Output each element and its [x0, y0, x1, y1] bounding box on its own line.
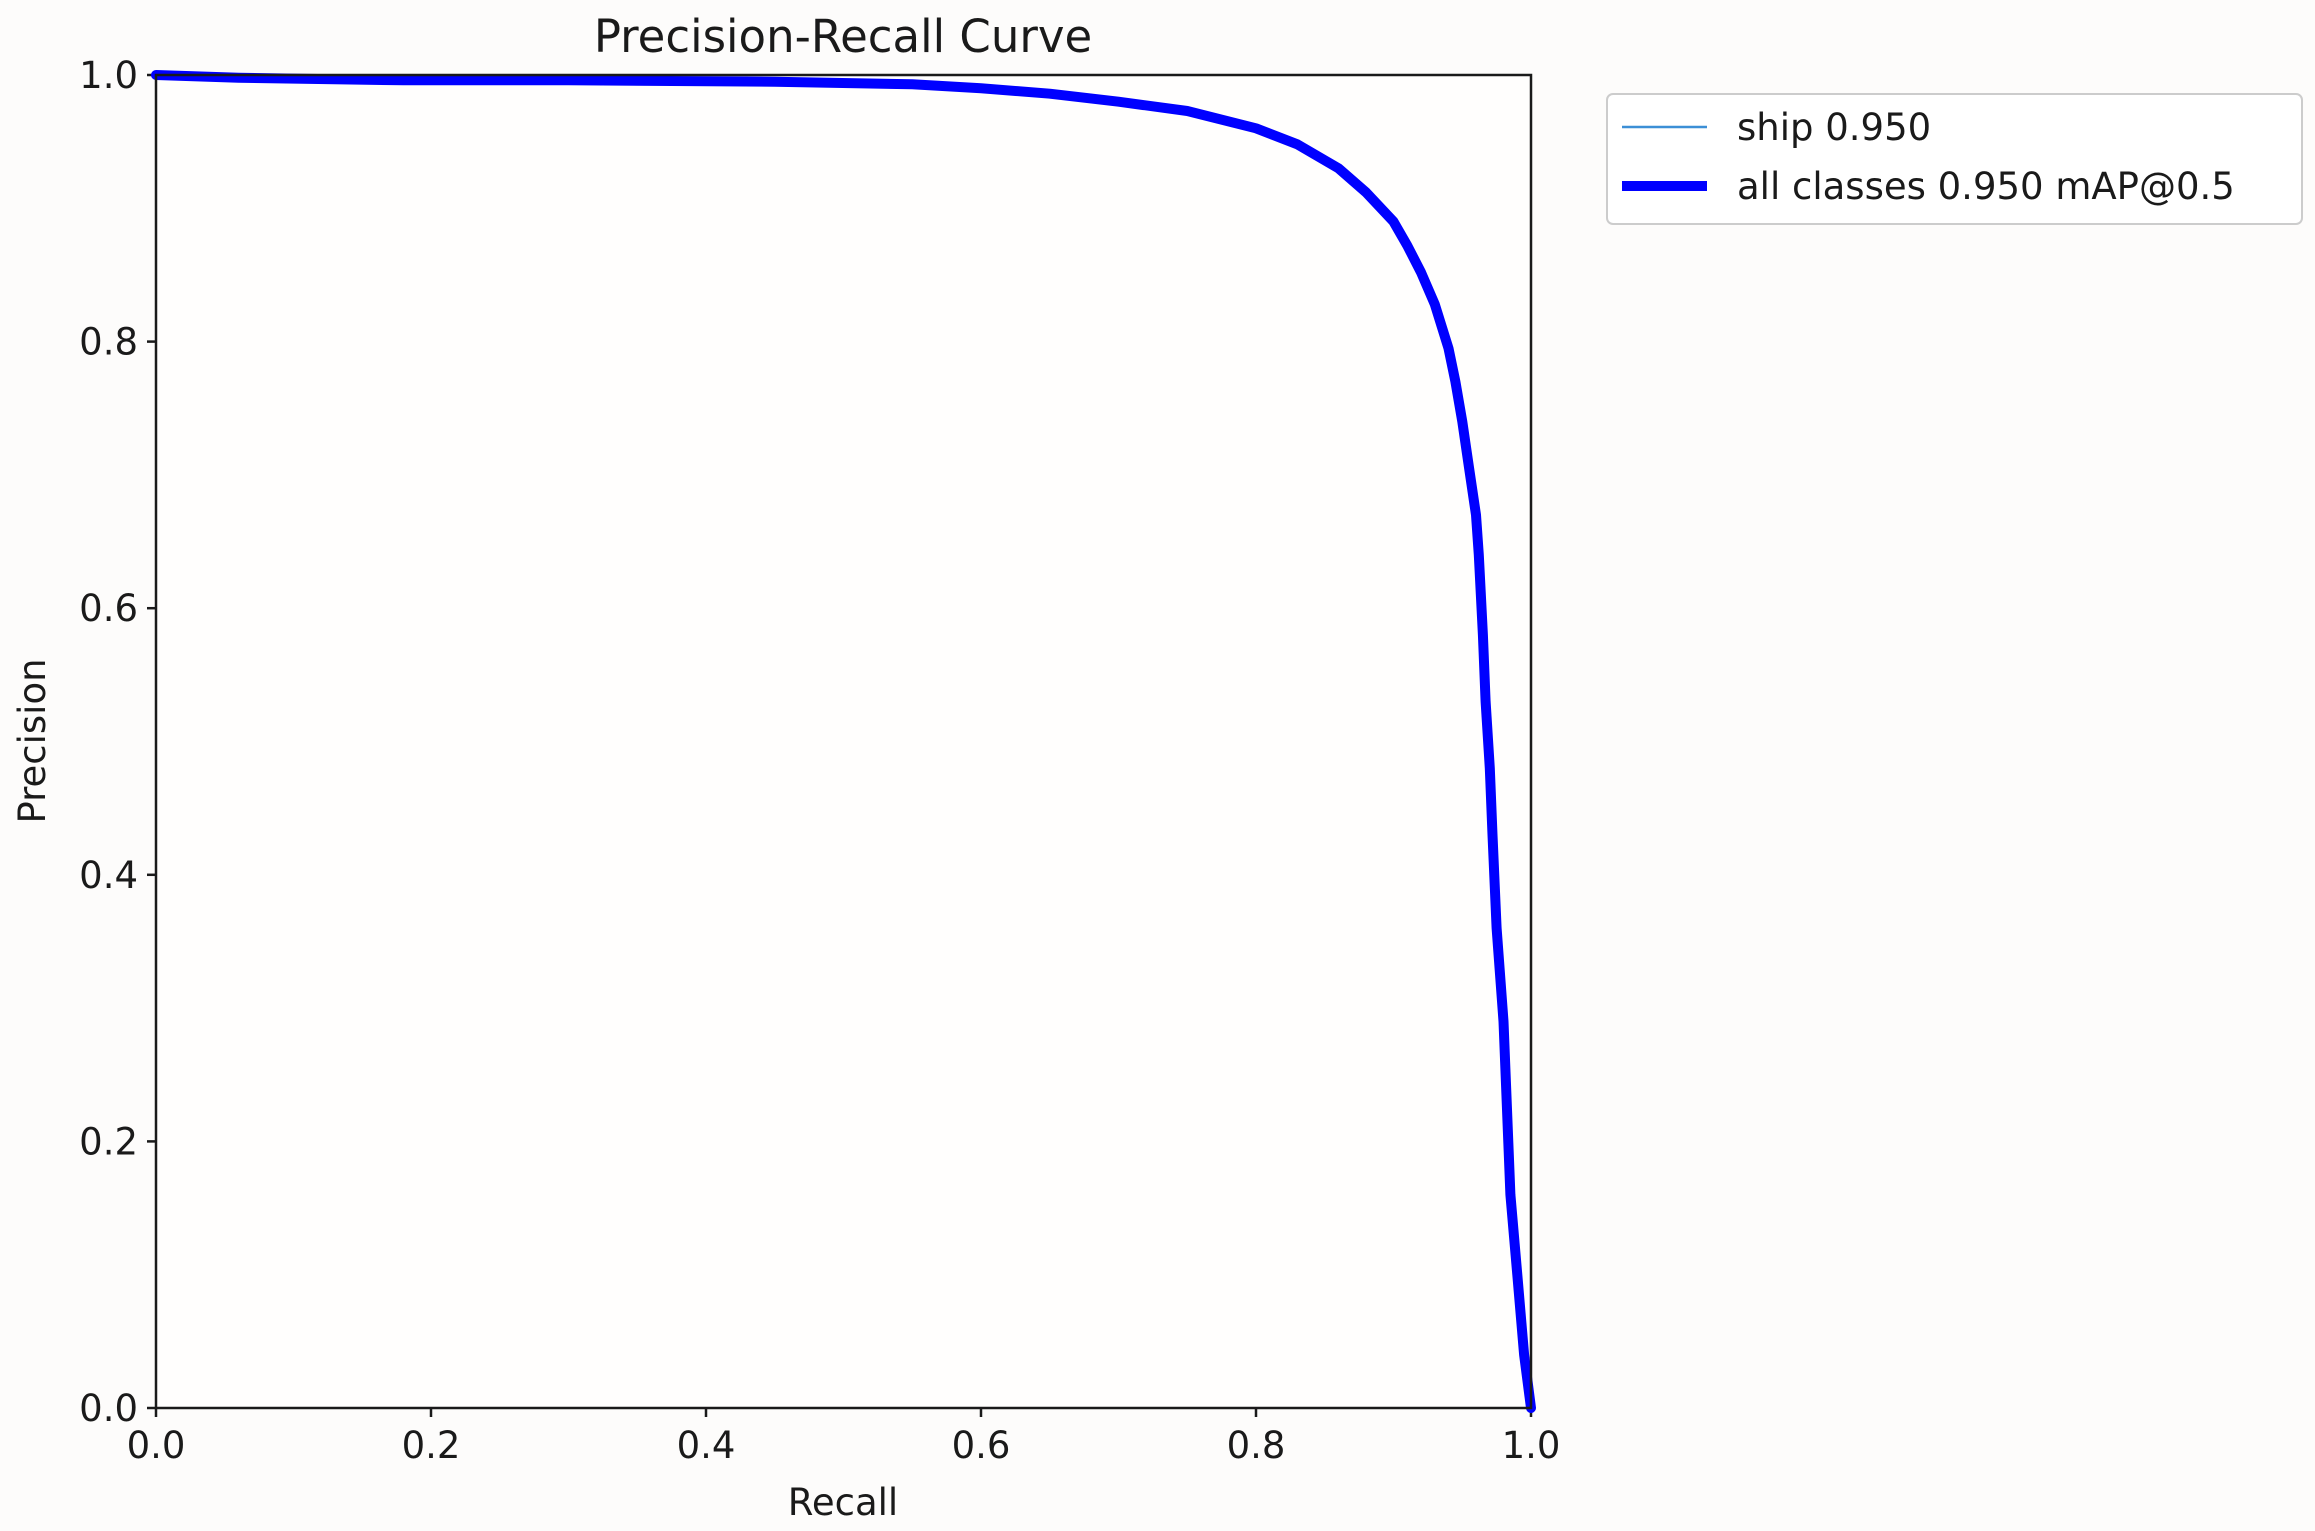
- y-axis-ticks: 0.0 0.2 0.4 0.6 0.8 1.0: [79, 54, 156, 1430]
- y-tick-label: 1.0: [79, 54, 138, 97]
- x-axis-title: Recall: [788, 1481, 898, 1524]
- x-tick-label: 0.4: [677, 1424, 736, 1467]
- plot-area: [156, 75, 1531, 1408]
- y-tick-label: 0.8: [79, 321, 138, 364]
- series-line-all-classes: [151, 70, 1536, 1413]
- x-tick-label: 1.0: [1502, 1424, 1561, 1467]
- legend: ship 0.950 all classes 0.950 mAP@0.5: [1606, 93, 2303, 225]
- y-tick-label: 0.4: [79, 854, 138, 897]
- y-tick-label: 0.0: [79, 1387, 138, 1430]
- x-tick-label: 0.0: [127, 1424, 186, 1467]
- y-axis-title: Precision: [11, 658, 54, 823]
- x-tick-label: 0.2: [402, 1424, 461, 1467]
- legend-label-ship: ship 0.950: [1737, 106, 1931, 149]
- plot-frame: [154, 73, 1533, 1410]
- x-tick-label: 0.8: [1227, 1424, 1286, 1467]
- y-tick-label: 0.2: [79, 1120, 138, 1163]
- legend-box: [1606, 93, 2303, 225]
- y-tick-label: 0.6: [79, 587, 138, 630]
- series-layer: [151, 70, 1536, 1413]
- x-axis-ticks: 0.0 0.2 0.4 0.6 0.8 1.0: [127, 1408, 1561, 1467]
- legend-label-all-classes: all classes 0.950 mAP@0.5: [1737, 165, 2235, 208]
- x-tick-label: 0.6: [952, 1424, 1011, 1467]
- chart-title: Precision-Recall Curve: [594, 10, 1092, 63]
